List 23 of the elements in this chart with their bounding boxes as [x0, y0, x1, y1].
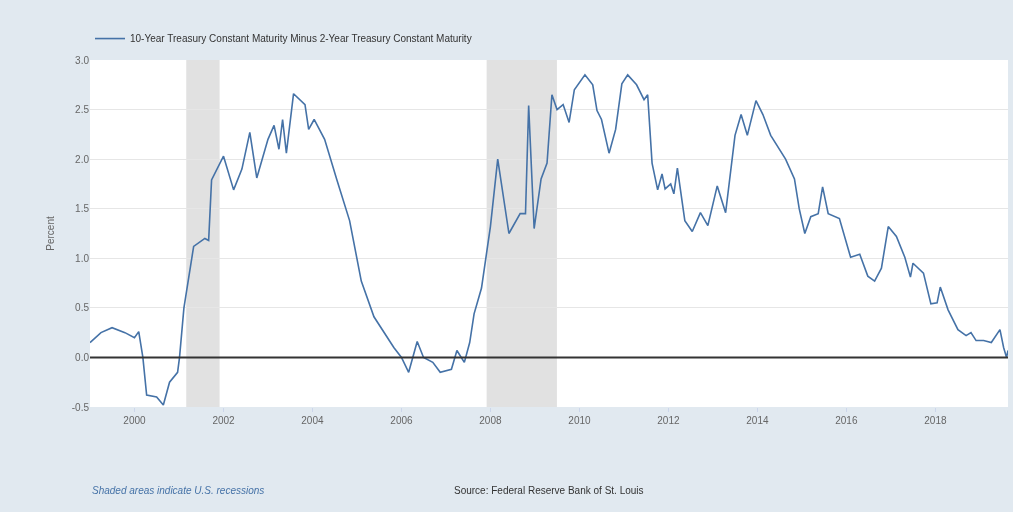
- y-tick-label: 3.0: [75, 54, 90, 66]
- legend-label: 10-Year Treasury Constant Maturity Minus 2-Year Treasury Constant Maturity: [130, 33, 472, 45]
- x-tick-label: 2014: [746, 415, 769, 426]
- x-tick-label: 2006: [390, 415, 414, 426]
- x-tick-label: 2000: [123, 415, 147, 426]
- y-tick-label: 1.0: [75, 252, 90, 264]
- y-tick-label: 0.0: [75, 351, 90, 363]
- line-series: [90, 74, 1008, 406]
- x-tick-label: 2008: [479, 415, 502, 426]
- x-tick-label: 2018: [924, 415, 947, 426]
- x-tick-label: 2002: [212, 415, 236, 426]
- text: Shaded areas indicate U.S. recessions: [92, 485, 265, 496]
- x-tick-label: 2010: [568, 415, 592, 426]
- y-axis-title: Percent: [44, 216, 56, 251]
- y-tick-label: 2.0: [75, 153, 90, 165]
- x-tick-label: 2012: [657, 415, 680, 426]
- y-tick-label: 2.5: [75, 104, 90, 116]
- y-tick-label: 0.5: [75, 302, 90, 314]
- y-tick-label: -0.5: [71, 401, 90, 413]
- y-tick-label: 1.5: [75, 203, 90, 215]
- x-tick-label: 2016: [835, 415, 858, 426]
- x-tick-label: 2004: [301, 415, 324, 426]
- source-note: Source: Federal Reserve Bank of St. Louis: [454, 485, 644, 496]
